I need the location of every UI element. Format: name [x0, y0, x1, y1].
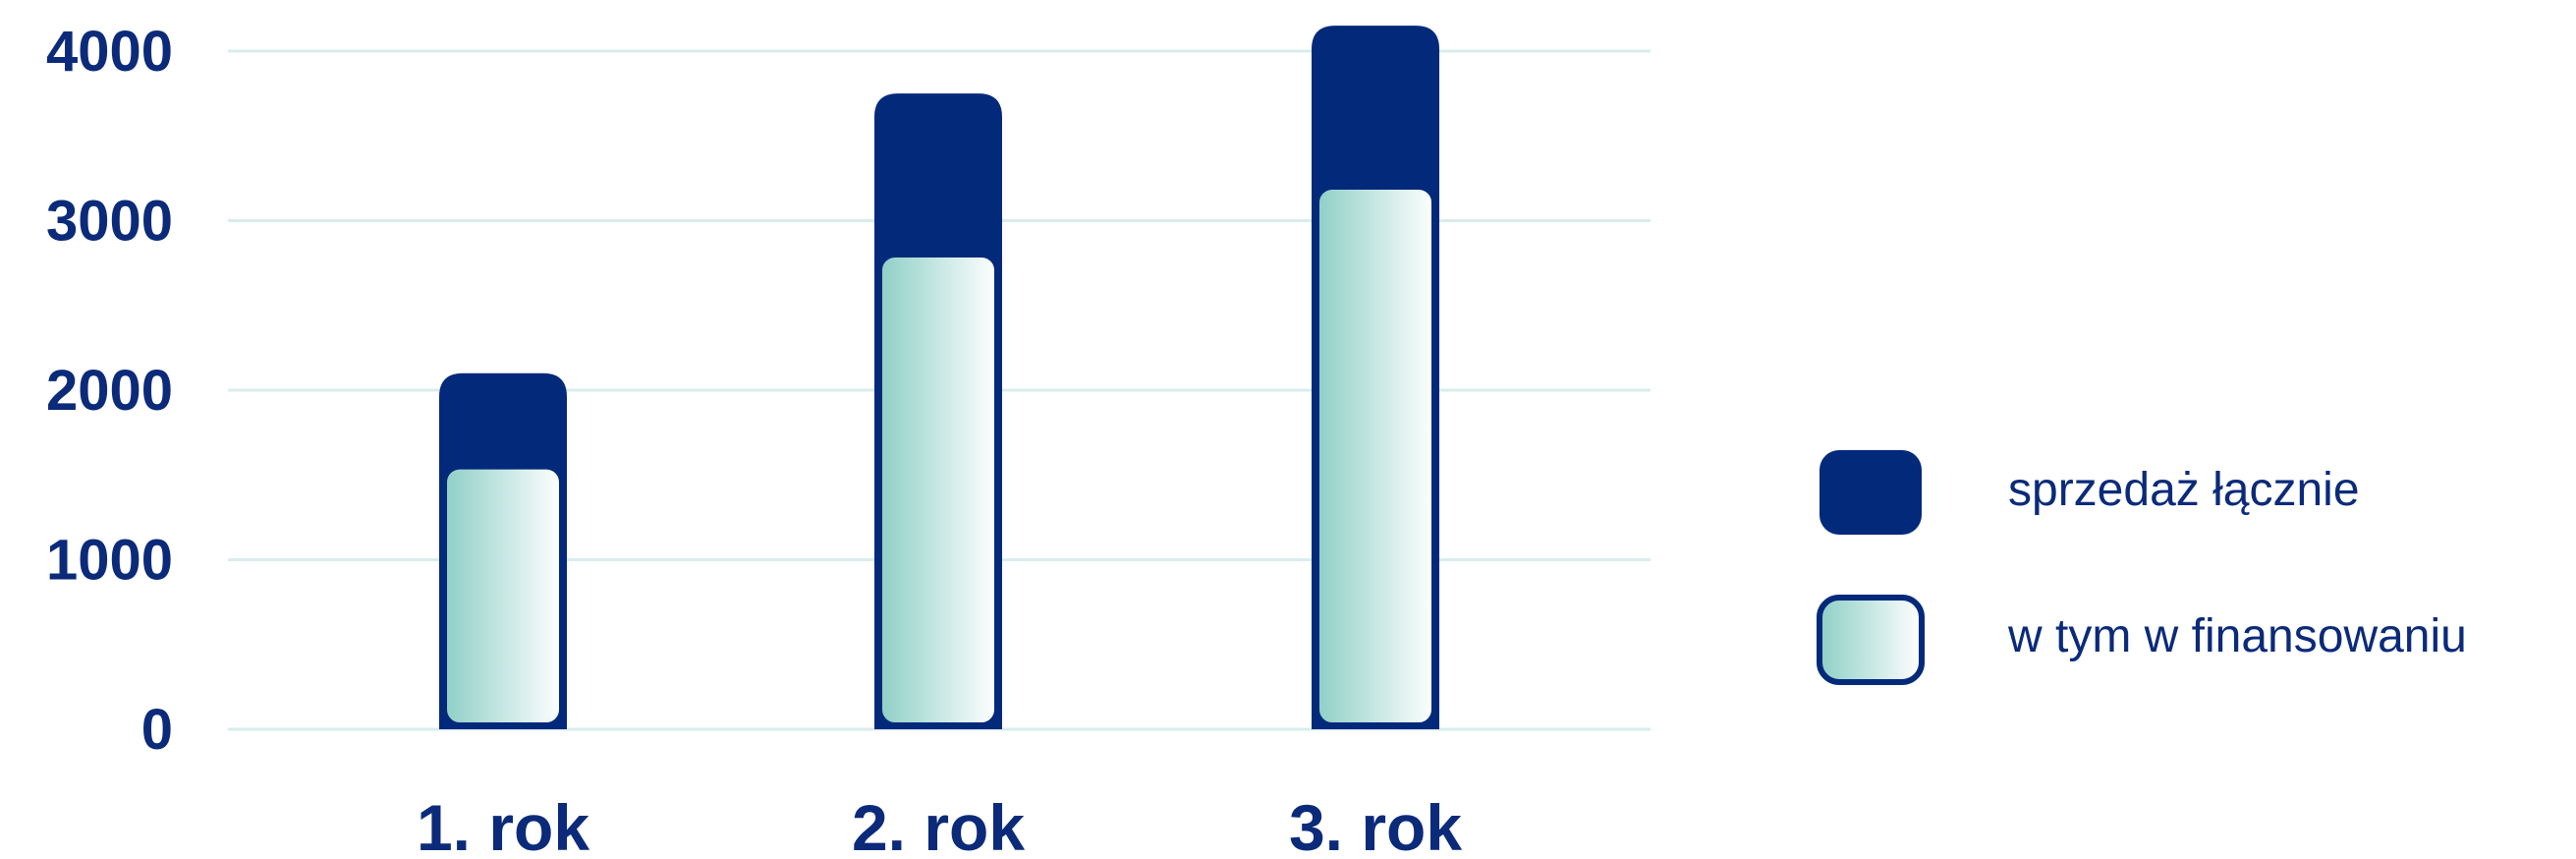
- x-category-label: 3. rok: [1289, 791, 1462, 859]
- y-tick-label: 4000: [46, 20, 173, 84]
- y-tick-label: 3000: [46, 190, 173, 254]
- y-tick-label: 1000: [46, 529, 173, 593]
- legend: sprzedaż łącznie w tym w finansowaniu: [1817, 450, 2467, 685]
- legend-item: w tym w finansowaniu: [1817, 595, 2467, 685]
- y-tick-label: 0: [141, 698, 173, 762]
- legend-label: sprzedaż łącznie: [2008, 464, 2360, 516]
- bars: [439, 26, 1439, 729]
- legend-swatch: [1817, 595, 1925, 685]
- bar-w-tym-w-finansowaniu: [441, 463, 565, 728]
- x-axis-category-labels: 1. rok 2. rok 3. rok: [417, 791, 1462, 859]
- x-category-label: 2. rok: [852, 791, 1025, 859]
- y-tick-label: 2000: [46, 359, 173, 423]
- legend-swatch: [1820, 450, 1922, 535]
- legend-label: w tym w finansowaniu: [2007, 610, 2467, 662]
- x-category-label: 1. rok: [417, 791, 589, 859]
- bar-w-tym-w-finansowaniu: [876, 252, 1000, 728]
- bar-w-tym-w-finansowaniu: [1314, 184, 1437, 728]
- legend-item: sprzedaż łącznie: [1820, 450, 2360, 535]
- y-axis-tick-labels: 0 1000 2000 3000 4000: [46, 20, 173, 762]
